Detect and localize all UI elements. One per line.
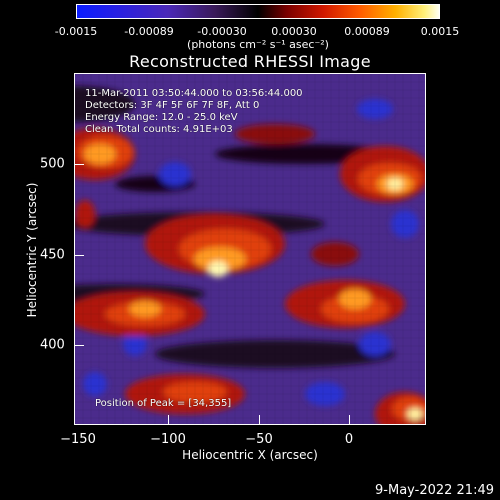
- y-tick-mark: [74, 164, 84, 165]
- peak-position-label: Position of Peak = [34,355]: [95, 398, 232, 409]
- x-tick-label: −50: [245, 432, 273, 447]
- y-tick-label: 450: [40, 247, 65, 263]
- y-tick-mark: [74, 255, 84, 256]
- colorbar-tick: -0.00030: [197, 25, 247, 38]
- image-title: Reconstructed RHESSI Image: [129, 52, 371, 71]
- energy-range-label: Energy Range: 12.0 - 25.0 keV: [85, 112, 238, 123]
- x-tick-mark: [259, 415, 260, 425]
- colorbar-tick: 0.00089: [344, 25, 390, 38]
- clean-counts-label: Clean Total counts: 4.91E+03: [85, 124, 233, 135]
- plot-datestamp: 9-May-2022 21:49: [375, 483, 494, 498]
- colorbar-tick: 0.0015: [420, 25, 460, 38]
- colorbar-tick: -0.0015: [54, 25, 98, 38]
- y-axis-label: Heliocentric Y (arcsec): [25, 182, 39, 318]
- y-tick-label: 500: [40, 156, 65, 172]
- x-tick-mark: [349, 415, 350, 425]
- time-range-label: 11-Mar-2011 03:50:44.000 to 03:56:44.000: [85, 88, 303, 99]
- x-axis-label: Heliocentric X (arcsec): [182, 448, 318, 462]
- x-tick-label: −100: [150, 432, 186, 447]
- colorbar: [76, 4, 440, 19]
- rhessi-image-canvas: [75, 74, 425, 424]
- x-tick-label: 0: [344, 432, 354, 447]
- x-tick-mark: [168, 415, 169, 425]
- colorbar-tick: 0.00030: [271, 25, 317, 38]
- detectors-label: Detectors: 3F 4F 5F 6F 7F 8F, Att 0: [85, 100, 260, 111]
- rhessi-image: 11-Mar-2011 03:50:44.000 to 03:56:44.000…: [74, 73, 426, 425]
- y-tick-label: 400: [40, 337, 65, 353]
- x-tick-label: −150: [60, 432, 96, 447]
- colorbar-tick: -0.00089: [124, 25, 174, 38]
- colorbar-units: (photons cm⁻² s⁻¹ asec⁻²): [187, 38, 329, 51]
- y-tick-mark: [74, 345, 84, 346]
